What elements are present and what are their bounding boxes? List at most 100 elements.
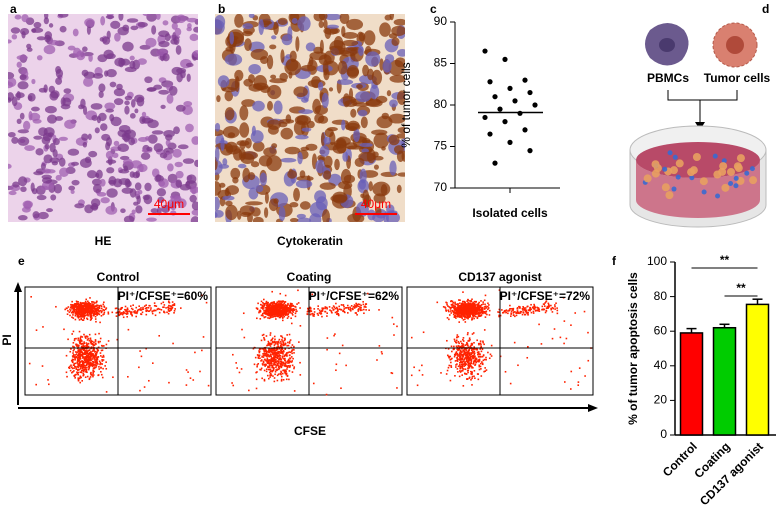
event xyxy=(464,362,467,365)
event xyxy=(378,309,380,311)
event xyxy=(166,311,168,314)
event xyxy=(340,387,342,390)
event xyxy=(269,343,271,345)
event xyxy=(120,313,122,316)
event xyxy=(507,310,509,312)
event xyxy=(458,307,460,310)
event xyxy=(84,303,87,306)
event xyxy=(280,359,283,361)
event xyxy=(522,311,525,314)
event xyxy=(87,307,90,310)
event xyxy=(101,310,103,312)
event xyxy=(456,359,458,362)
event xyxy=(467,365,470,367)
event xyxy=(473,350,476,353)
event xyxy=(469,355,472,357)
event xyxy=(478,368,481,371)
cell xyxy=(105,205,118,215)
cell xyxy=(82,141,88,148)
event xyxy=(276,304,278,307)
event xyxy=(238,371,241,374)
event xyxy=(82,313,84,316)
event xyxy=(130,307,133,310)
event xyxy=(90,350,92,353)
event xyxy=(86,375,89,378)
event xyxy=(465,360,468,363)
cell xyxy=(341,119,346,131)
event xyxy=(363,312,365,315)
event xyxy=(76,354,79,357)
event xyxy=(521,313,524,316)
event xyxy=(262,361,265,364)
event xyxy=(468,313,470,315)
event xyxy=(474,313,477,315)
event xyxy=(72,312,75,314)
event xyxy=(473,317,475,320)
event xyxy=(79,305,81,307)
event xyxy=(275,349,278,351)
event xyxy=(148,310,151,312)
event xyxy=(463,312,466,314)
event xyxy=(103,345,105,347)
event xyxy=(275,307,277,309)
event xyxy=(92,358,94,360)
event xyxy=(460,370,463,372)
event xyxy=(277,355,280,357)
event xyxy=(135,311,137,314)
event xyxy=(118,310,121,312)
event xyxy=(77,364,80,367)
event xyxy=(459,316,461,318)
event xyxy=(88,377,91,380)
event xyxy=(240,368,243,370)
point xyxy=(487,79,493,85)
event xyxy=(464,368,467,371)
event xyxy=(550,307,552,310)
event xyxy=(116,338,119,341)
cell xyxy=(137,163,148,173)
event xyxy=(487,302,489,305)
event xyxy=(266,308,268,310)
event xyxy=(94,340,97,342)
event xyxy=(122,316,125,319)
dish-cell xyxy=(643,174,652,183)
event xyxy=(291,312,293,315)
event xyxy=(87,300,89,303)
cell xyxy=(166,93,174,104)
event xyxy=(467,307,470,310)
cell xyxy=(317,81,324,91)
event xyxy=(490,355,493,357)
event xyxy=(77,315,79,317)
event xyxy=(86,302,89,305)
event xyxy=(538,308,540,311)
event xyxy=(75,356,78,359)
event xyxy=(265,351,268,354)
event xyxy=(275,359,277,361)
event xyxy=(83,370,85,373)
event xyxy=(459,370,461,372)
event xyxy=(171,301,174,303)
event xyxy=(299,325,302,327)
event xyxy=(271,357,274,360)
event xyxy=(277,363,279,365)
dish-cell xyxy=(689,166,698,175)
event xyxy=(271,365,274,368)
event xyxy=(288,351,291,353)
event xyxy=(526,311,529,314)
event xyxy=(126,307,129,310)
event xyxy=(271,301,273,304)
event xyxy=(179,307,182,309)
event xyxy=(194,351,196,354)
event xyxy=(488,309,491,312)
dish-cell xyxy=(744,170,750,176)
event xyxy=(90,346,93,348)
event xyxy=(482,354,485,357)
event xyxy=(541,308,543,311)
event xyxy=(87,358,90,361)
event xyxy=(100,315,103,317)
event xyxy=(485,310,487,313)
event xyxy=(80,307,83,309)
cell xyxy=(337,60,348,75)
event xyxy=(167,308,170,310)
event xyxy=(114,307,117,310)
event xyxy=(287,344,290,347)
